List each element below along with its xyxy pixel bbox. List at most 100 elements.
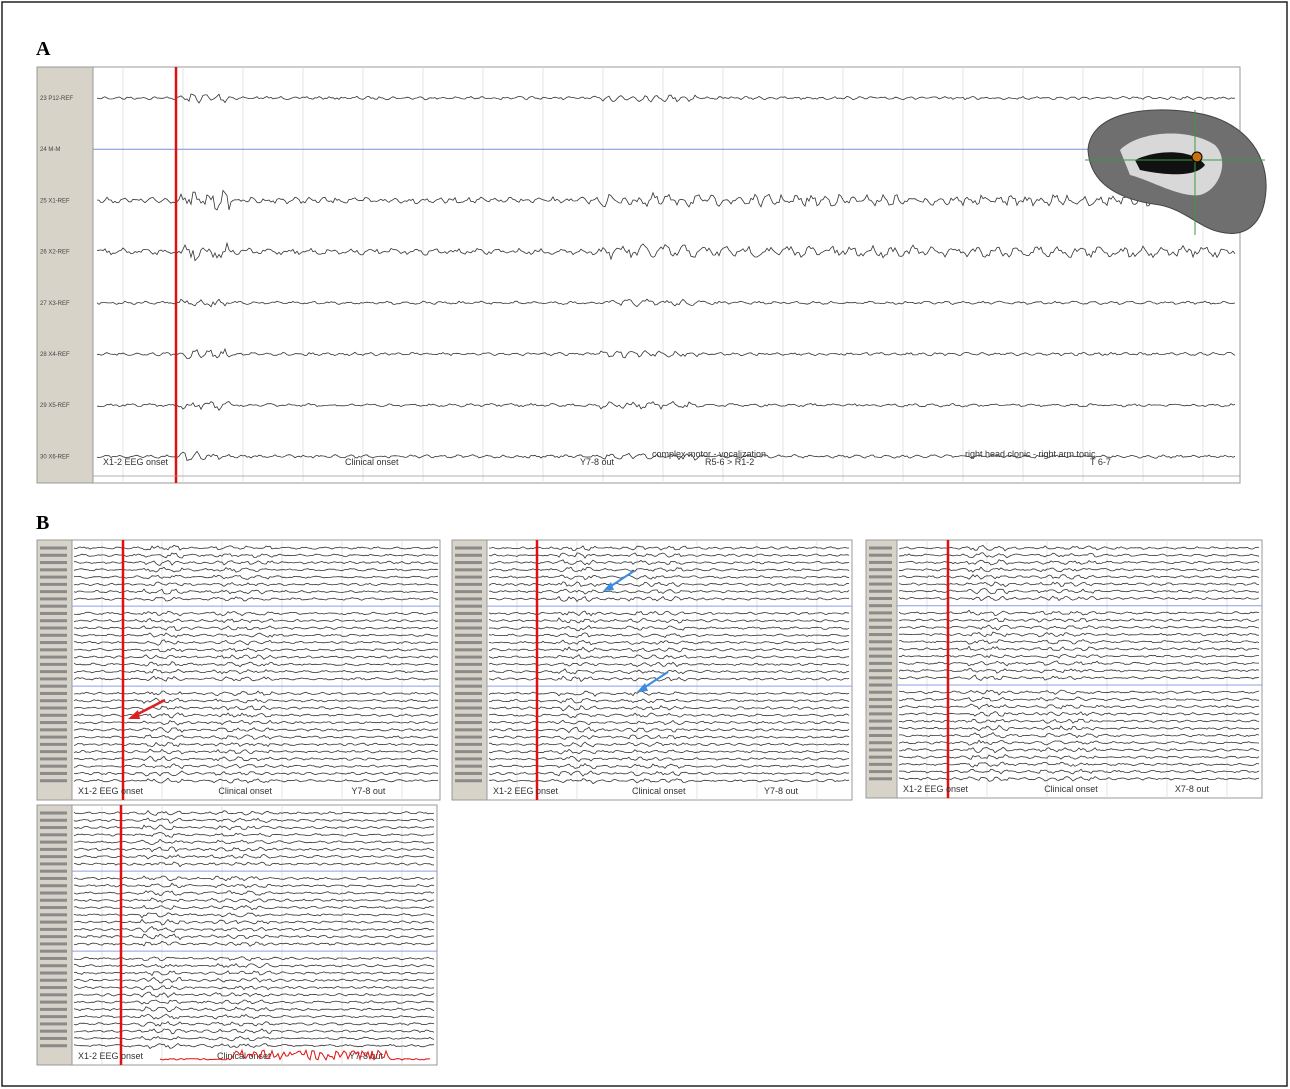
channel-tag bbox=[455, 692, 482, 695]
channel-tag bbox=[40, 583, 67, 586]
channel-tag bbox=[455, 743, 482, 746]
channel-tag bbox=[869, 691, 892, 694]
channel-tag bbox=[455, 772, 482, 775]
channel-tag bbox=[40, 884, 67, 887]
channel-tag bbox=[455, 547, 482, 550]
channel-tag bbox=[869, 554, 892, 557]
channel-tag bbox=[869, 611, 892, 614]
channel-tag bbox=[40, 1022, 67, 1025]
channel-tag bbox=[40, 772, 67, 775]
channel-tag bbox=[869, 741, 892, 744]
channel-column bbox=[452, 540, 487, 800]
channel-tag bbox=[40, 979, 67, 982]
channel-tag bbox=[40, 986, 67, 989]
channel-tag bbox=[40, 743, 67, 746]
channel-tag bbox=[40, 921, 67, 924]
channel-tag bbox=[869, 770, 892, 773]
channel-tag bbox=[40, 812, 67, 815]
channel-tag bbox=[455, 561, 482, 564]
channel-tag bbox=[40, 870, 67, 873]
channel-tag bbox=[455, 656, 482, 659]
channel-tag bbox=[455, 554, 482, 557]
channel-label: 26 X2-REF bbox=[40, 250, 70, 256]
channel-column bbox=[866, 540, 897, 798]
channel-tag bbox=[455, 568, 482, 571]
channel-tag bbox=[40, 721, 67, 724]
channel-tag bbox=[40, 699, 67, 702]
channel-tag bbox=[40, 862, 67, 865]
channel-tag bbox=[40, 568, 67, 571]
channel-label: 30 X6-REF bbox=[40, 454, 70, 460]
channel-tag bbox=[869, 756, 892, 759]
panel-label: B bbox=[36, 512, 49, 534]
channel-tag bbox=[40, 877, 67, 880]
channel-tag bbox=[869, 575, 892, 578]
eeg-window bbox=[37, 540, 440, 800]
channel-tag bbox=[869, 640, 892, 643]
annotation: X7-8 out bbox=[1175, 784, 1210, 794]
channel-tag bbox=[455, 605, 482, 608]
channel-tag bbox=[40, 663, 67, 666]
channel-tag bbox=[40, 656, 67, 659]
channel-label: 28 X4-REF bbox=[40, 352, 70, 358]
channel-tag bbox=[455, 765, 482, 768]
channel-tag bbox=[40, 928, 67, 931]
channel-tag bbox=[40, 957, 67, 960]
channel-tag bbox=[455, 728, 482, 731]
channel-tag bbox=[869, 597, 892, 600]
channel-tag bbox=[455, 685, 482, 688]
channel-tag bbox=[455, 714, 482, 717]
channel-tag bbox=[40, 765, 67, 768]
channel-label: 24 M-M bbox=[40, 147, 60, 153]
channel-tag bbox=[40, 728, 67, 731]
annotation: X1-2 EEG onset bbox=[78, 786, 144, 796]
channel-tag bbox=[40, 833, 67, 836]
channel-tag bbox=[869, 676, 892, 679]
annotation: Clinical onset bbox=[345, 457, 399, 467]
channel-tag bbox=[869, 647, 892, 650]
channel-tag bbox=[40, 750, 67, 753]
channel-tag bbox=[40, 692, 67, 695]
annotation: Clinical onset bbox=[632, 786, 686, 796]
annotation: right head clonic - right arm tonic bbox=[965, 449, 1096, 459]
traces: 23 P12-REF24 M-M25 X1-REF26 X2-REF27 X3-… bbox=[37, 67, 1262, 1065]
channel-tag bbox=[40, 993, 67, 996]
channel-tag bbox=[455, 670, 482, 673]
channel-tag bbox=[455, 634, 482, 637]
channel-tag bbox=[40, 1015, 67, 1018]
channel-tag bbox=[455, 707, 482, 710]
channel-tag bbox=[40, 605, 67, 608]
annotation: Y7-8 out bbox=[764, 786, 799, 796]
channel-tag bbox=[40, 819, 67, 822]
channel-tag bbox=[40, 906, 67, 909]
channel-tag bbox=[869, 734, 892, 737]
channel-tag bbox=[869, 705, 892, 708]
channel-label: 23 P12-REF bbox=[40, 96, 73, 102]
channel-tag bbox=[869, 583, 892, 586]
channel-tag bbox=[40, 855, 67, 858]
channel-tag bbox=[40, 1037, 67, 1040]
channel-tag bbox=[869, 619, 892, 622]
channel-column bbox=[37, 805, 72, 1065]
channel-tag bbox=[455, 612, 482, 615]
channel-tag bbox=[455, 597, 482, 600]
panel-label: A bbox=[36, 38, 51, 60]
channel-tag bbox=[455, 736, 482, 739]
annotation: X1-2 EEG onset bbox=[903, 784, 969, 794]
channel-tag bbox=[40, 641, 67, 644]
channel-tag bbox=[40, 561, 67, 564]
eeg-window bbox=[452, 540, 852, 800]
channel-tag bbox=[455, 757, 482, 760]
channel-tag bbox=[40, 576, 67, 579]
annotation: Y7-8 out bbox=[580, 457, 615, 467]
channel-tag bbox=[40, 1030, 67, 1033]
annotation: Y7-8 out bbox=[351, 786, 386, 796]
channel-tag bbox=[40, 648, 67, 651]
channel-tag bbox=[869, 777, 892, 780]
annotation: Clinical onset bbox=[218, 786, 272, 796]
channel-tag bbox=[40, 1044, 67, 1047]
channel-tag bbox=[869, 698, 892, 701]
channel-tag bbox=[455, 648, 482, 651]
channel-tag bbox=[869, 720, 892, 723]
channel-tag bbox=[869, 712, 892, 715]
